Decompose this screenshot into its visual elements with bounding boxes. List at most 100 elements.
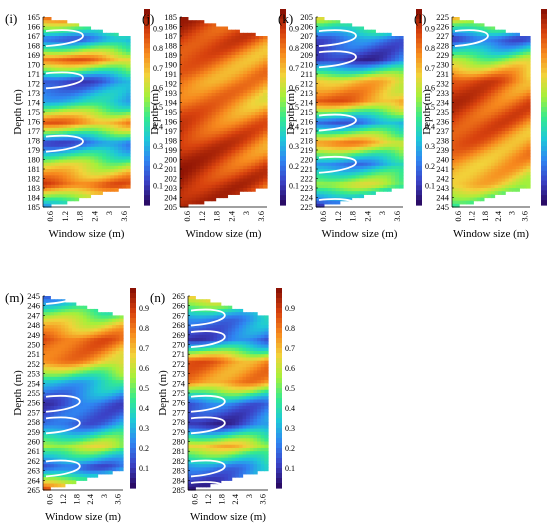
heatmap-cell — [66, 74, 72, 78]
heatmap-cell — [195, 131, 201, 135]
heatmap-cell — [231, 105, 236, 110]
heatmap-cell — [494, 165, 499, 170]
heatmap-cell — [43, 29, 48, 34]
heatmap-cell — [379, 156, 384, 161]
heatmap-cell — [122, 143, 127, 148]
heatmap-cell — [383, 89, 388, 94]
heatmap-cell — [207, 159, 213, 164]
heatmap-cell — [355, 165, 361, 170]
heatmap-cell — [387, 42, 392, 47]
heatmap-cell — [487, 143, 492, 148]
heatmap-cell — [259, 51, 264, 56]
heatmap-cell — [114, 121, 119, 126]
heatmap-cell — [118, 93, 123, 97]
heatmap-cell — [383, 32, 388, 37]
heatmap-cell — [363, 156, 368, 161]
heatmap-cell — [473, 197, 478, 202]
heatmap-cell — [466, 156, 471, 161]
heatmap-cell — [462, 140, 467, 145]
heatmap-cell — [327, 58, 333, 62]
heatmap-cell — [118, 89, 123, 94]
heatmap-cell — [62, 188, 68, 192]
heatmap-cell — [399, 162, 404, 167]
heatmap-cell — [199, 108, 205, 113]
heatmap-cell — [118, 108, 123, 113]
heatmap-cell — [106, 102, 111, 107]
heatmap-cell — [483, 64, 489, 69]
heatmap-cell — [347, 26, 353, 31]
heatmap-cell — [519, 134, 524, 138]
heatmap-cell — [70, 67, 76, 72]
heatmap-cell — [46, 127, 52, 132]
heatmap-cell — [473, 80, 478, 85]
heatmap-cell — [207, 197, 213, 202]
heatmap-cell — [98, 45, 103, 50]
heatmap-cell — [223, 36, 229, 40]
heatmap-cell — [86, 172, 92, 176]
heatmap-cell — [46, 124, 52, 129]
heatmap-cell — [215, 70, 221, 75]
heatmap-cell — [183, 89, 189, 94]
heatmap-cell — [243, 80, 248, 85]
heatmap-cell — [255, 184, 260, 189]
heatmap-cell — [187, 58, 193, 62]
heatmap-cell — [327, 70, 333, 75]
heatmap-cell — [219, 131, 225, 135]
heatmap-cell — [90, 178, 95, 183]
heatmap-cell — [239, 58, 244, 62]
heatmap-cell — [331, 172, 337, 176]
heatmap-cell — [462, 55, 467, 59]
heatmap-cell — [211, 194, 217, 199]
heatmap-cell — [522, 165, 528, 170]
heatmap-cell — [387, 93, 392, 97]
heatmap-cell — [70, 188, 76, 192]
colorbar-segment — [280, 175, 286, 182]
heatmap-cell — [316, 162, 321, 167]
heatmap-cell — [359, 77, 365, 81]
heatmap-cell — [247, 184, 252, 189]
heatmap-cell — [351, 188, 357, 192]
heatmap-cell — [363, 165, 368, 170]
heatmap-cell — [199, 61, 205, 66]
heatmap-cell — [359, 140, 365, 145]
heatmap-cell — [466, 45, 471, 50]
heatmap-cell — [180, 108, 185, 113]
heatmap-cell — [263, 162, 268, 167]
heatmap-cell — [480, 194, 485, 199]
heatmap-cell — [466, 23, 471, 28]
heatmap-cell — [508, 150, 513, 154]
heatmap-cell — [371, 140, 376, 145]
heatmap-cell — [501, 55, 506, 59]
heatmap-cell — [323, 184, 329, 189]
heatmap-cell — [223, 67, 229, 72]
heatmap-cell — [473, 146, 478, 151]
heatmap-cell — [180, 83, 185, 88]
heatmap-cell — [74, 74, 80, 78]
heatmap-cell — [483, 137, 489, 142]
heatmap-cell — [494, 45, 499, 50]
heatmap-cell — [319, 67, 325, 72]
heatmap-cell — [508, 61, 513, 66]
heatmap-cell — [191, 23, 197, 28]
heatmap-cell — [106, 118, 111, 123]
heatmap-cell — [505, 165, 510, 170]
heatmap-cell — [399, 74, 404, 78]
heatmap-cell — [122, 36, 127, 40]
colorbar-segment — [280, 180, 286, 186]
colorbar-segment — [144, 33, 150, 39]
heatmap-cell — [473, 188, 478, 192]
heatmap-cell — [187, 80, 193, 85]
heatmap-cell — [211, 61, 217, 66]
heatmap-cell — [483, 124, 489, 129]
heatmap-cell — [94, 74, 99, 78]
heatmap-cell — [343, 181, 349, 186]
heatmap-cell — [395, 55, 400, 59]
heatmap-cell — [94, 153, 99, 157]
heatmap-cell — [122, 162, 127, 167]
heatmap-cell — [74, 124, 80, 129]
heatmap-cell — [469, 48, 474, 53]
heatmap-cell — [399, 42, 404, 47]
heatmap-cell — [255, 131, 260, 135]
heatmap-cell — [86, 29, 92, 34]
